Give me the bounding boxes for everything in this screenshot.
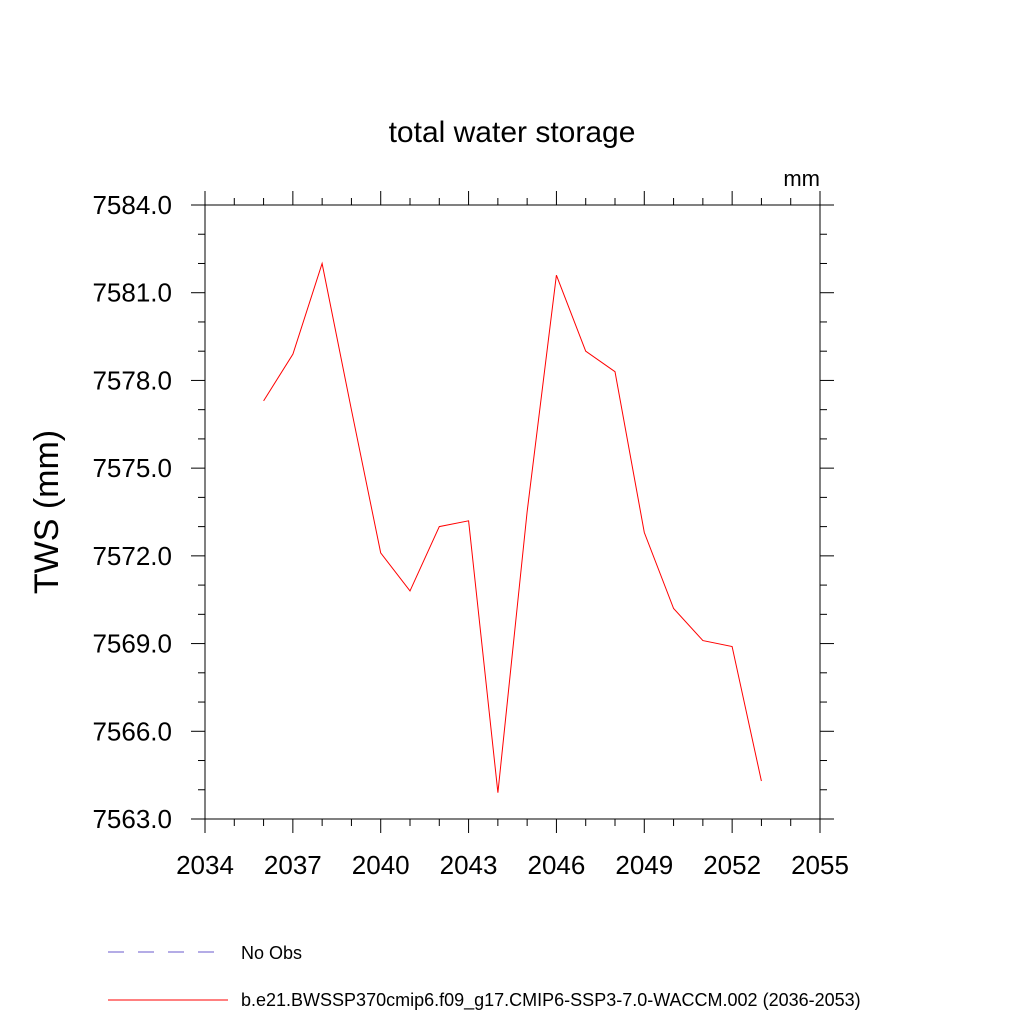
y-tick-label: 7584.0	[92, 190, 172, 220]
y-tick-label: 7572.0	[92, 541, 172, 571]
y-tick-label: 7575.0	[92, 453, 172, 483]
x-tick-label: 2055	[791, 850, 849, 880]
series-layer	[263, 261, 762, 793]
y-tick-label: 7578.0	[92, 365, 172, 395]
y-tick-label: 7581.0	[92, 278, 172, 308]
y-tick-label: 7566.0	[92, 716, 172, 746]
axis-ticks: 2034 2037 2040 2043 2046 2049 2052 2055 7563.0 75…	[92, 190, 848, 880]
y-tick-label: 7563.0	[92, 804, 172, 834]
x-tick-label: 2049	[615, 850, 673, 880]
y-axis-label: TWS (mm)	[28, 430, 66, 594]
legend: No Obs b.e21.BWSSP370cmip6.f09_g17.CMIP6…	[108, 943, 861, 1011]
x-tick-label: 2046	[528, 850, 586, 880]
plot-frame	[204, 204, 821, 820]
series-line	[263, 261, 762, 793]
x-tick-label: 2037	[264, 850, 322, 880]
x-tick-label: 2052	[703, 850, 761, 880]
legend-label-model: b.e21.BWSSP370cmip6.f09_g17.CMIP6-SSP3-7…	[241, 990, 861, 1011]
x-tick-label: 2040	[352, 850, 410, 880]
y-tick-label: 7569.0	[92, 629, 172, 659]
x-tick-label: 2043	[440, 850, 498, 880]
legend-label-no-obs: No Obs	[241, 943, 302, 963]
chart-title: total water storage	[389, 116, 636, 149]
x-tick-label: 2034	[176, 850, 234, 880]
units-label: mm	[783, 166, 820, 191]
